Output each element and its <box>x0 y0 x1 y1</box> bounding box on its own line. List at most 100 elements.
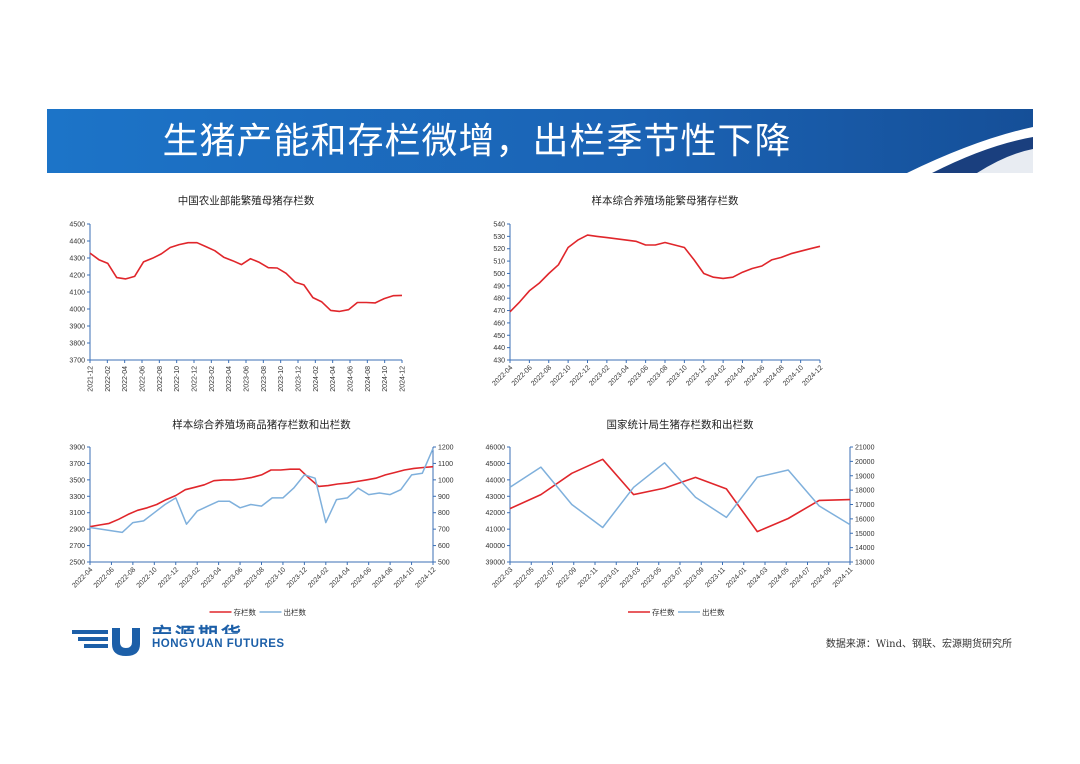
x-tick-label: 2024-04 <box>330 366 337 392</box>
y2-tick-label: 700 <box>438 527 450 534</box>
y-tick-label: 3800 <box>69 341 85 348</box>
y2-tick-label: 1100 <box>438 461 453 468</box>
x-tick-label: 2023-06 <box>221 566 244 589</box>
y-tick-label: 3900 <box>69 324 85 331</box>
y-tick-label: 530 <box>493 234 505 241</box>
chart-svg: 国家统计局生猪存栏数和出栏数 39000 40000 41000 42000 43000 4… <box>486 418 875 617</box>
title-banner: 生猪产能和存栏微增，出栏季节性下降 <box>47 109 1033 173</box>
x-tick-label: 2022-05 <box>513 566 536 589</box>
x-tick-label: 2024-08 <box>365 366 372 392</box>
x-tick-label: 2024-06 <box>348 366 355 392</box>
y-tick-label: 470 <box>493 308 505 315</box>
y2-tick-label: 18000 <box>855 488 875 495</box>
series-line-inventory <box>89 465 434 528</box>
y-tick-label: 540 <box>493 222 505 229</box>
chart-svg: 样本综合养殖场能繁母猪存栏数 430 440 450 460 470 480 490 500 51… <box>491 194 824 388</box>
y-tick-label: 3900 <box>69 445 85 452</box>
x-tick-label: 2023-02 <box>178 566 201 589</box>
series-line-outflow <box>509 462 851 529</box>
chart-sow-inventory-sample: 样本综合养殖场能繁母猪存栏数 430 440 450 460 470 480 490 500 51… <box>470 188 870 408</box>
data-source: 数据来源：Wind、钢联、宏源期货研究所 <box>825 639 1012 650</box>
y2-tick-label: 17000 <box>855 502 875 509</box>
x-tick-label: 2024-01 <box>725 566 748 589</box>
x-tick-label: 2022-04 <box>122 366 129 392</box>
x-tick-label: 2024-02 <box>313 366 320 392</box>
legend-label-inventory: 存栏数 <box>234 607 257 617</box>
logo-mark-icon <box>72 628 140 656</box>
series-line-outflow <box>89 448 434 534</box>
y-tick-label: 4100 <box>69 290 85 297</box>
page-title: 生猪产能和存栏微增，出栏季节性下降 <box>162 121 792 162</box>
series-line-inventory <box>509 234 821 313</box>
y2-tick-label: 13000 <box>855 560 875 567</box>
y-tick-label: 520 <box>493 246 505 253</box>
y2-tick-label: 500 <box>438 560 450 567</box>
x-tick-label: 2024-06 <box>350 566 373 589</box>
x-tick-label: 2023-04 <box>226 366 233 392</box>
x-tick-label: 2023-05 <box>640 566 663 589</box>
y2-tick-label: 16000 <box>855 516 875 523</box>
x-tick-label: 2022-03 <box>491 566 514 589</box>
y-tick-label: 3700 <box>69 461 85 468</box>
x-tick-label: 2023-08 <box>243 566 266 589</box>
x-tick-label: 2022-07 <box>534 566 557 589</box>
y2-tick-label: 900 <box>438 494 450 501</box>
y-tick-label: 450 <box>493 333 505 340</box>
x-tick-label: 2024-07 <box>789 566 812 589</box>
chart-title: 样本综合养殖场商品猪存栏数和出栏数 <box>172 418 351 431</box>
y2-tick-label: 1000 <box>438 477 454 484</box>
y-tick-label: 430 <box>493 358 505 365</box>
series-line-inventory <box>89 241 403 313</box>
series-line-inventory <box>509 458 851 533</box>
legend-label-outflow: 出栏数 <box>702 607 725 617</box>
y-tick-label: 4200 <box>69 273 85 280</box>
x-tick-label: 2022-10 <box>136 566 159 589</box>
x-tick-label: 2022-08 <box>114 566 137 589</box>
x-tick-label: 2023-10 <box>264 566 287 589</box>
x-tick-label: 2024-02 <box>307 566 330 589</box>
x-tick-label: 2024-11 <box>832 566 855 589</box>
chart-title: 国家统计局生猪存栏数和出栏数 <box>607 418 754 431</box>
x-tick-label: 2024-10 <box>393 566 416 589</box>
y-tick-label: 4500 <box>69 222 85 229</box>
chart-title: 样本综合养殖场能繁母猪存栏数 <box>592 194 739 207</box>
y2-tick-label: 19000 <box>855 473 875 480</box>
y-tick-label: 3100 <box>69 510 85 517</box>
legend-label-outflow: 出栏数 <box>284 607 307 617</box>
x-tick-label: 2023-08 <box>261 366 268 392</box>
y-tick-label: 44000 <box>486 477 506 484</box>
x-tick-label: 2022-04 <box>71 566 94 589</box>
x-tick-label: 2023-03 <box>619 566 642 589</box>
y2-tick-label: 14000 <box>855 545 875 552</box>
chart-sow-inventory-moa: 中国农业部能繁殖母猪存栏数 3700 3800 3900 4000 4100 4200 430… <box>40 188 480 408</box>
x-tick-label: 2023-07 <box>661 566 684 589</box>
x-tick-label: 2024-05 <box>768 566 791 589</box>
x-tick-label: 2023-06 <box>244 366 251 392</box>
x-tick-label: 2021-12 <box>88 366 95 392</box>
x-tick-label: 2023-10 <box>278 366 285 392</box>
x-tick-label: 2022-02 <box>105 366 112 392</box>
y-tick-label: 440 <box>493 345 505 352</box>
y-tick-label: 2500 <box>69 560 85 567</box>
y-tick-label: 40000 <box>486 543 506 550</box>
x-tick-label: 2024-08 <box>371 566 394 589</box>
brand-name-en: HONGYUAN FUTURES <box>152 638 285 650</box>
chart-legend: 存栏数 出栏数 <box>209 607 307 617</box>
y-tick-label: 510 <box>493 259 505 266</box>
y-tick-label: 4000 <box>69 307 85 314</box>
x-tick-label: 2023-12 <box>296 366 303 392</box>
y-tick-label: 46000 <box>486 445 506 452</box>
chart-title: 中国农业部能繁殖母猪存栏数 <box>178 194 315 207</box>
x-tick-label: 2022-06 <box>93 566 116 589</box>
x-tick-label: 2022-11 <box>577 566 600 589</box>
x-tick-label: 2023-01 <box>598 566 621 589</box>
y-tick-label: 42000 <box>486 510 506 517</box>
x-tick-label: 2024-09 <box>810 566 833 589</box>
y-tick-label: 2900 <box>69 527 85 534</box>
y2-tick-label: 1200 <box>438 445 454 452</box>
x-tick-label: 2023-11 <box>704 566 727 589</box>
chart-svg: 样本综合养殖场商品猪存栏数和出栏数 2500 2700 2900 3100 3300 350… <box>69 418 454 617</box>
x-tick-label: 2022-12 <box>157 566 180 589</box>
x-tick-label: 2022-06 <box>140 366 147 392</box>
y-tick-label: 41000 <box>486 527 506 534</box>
